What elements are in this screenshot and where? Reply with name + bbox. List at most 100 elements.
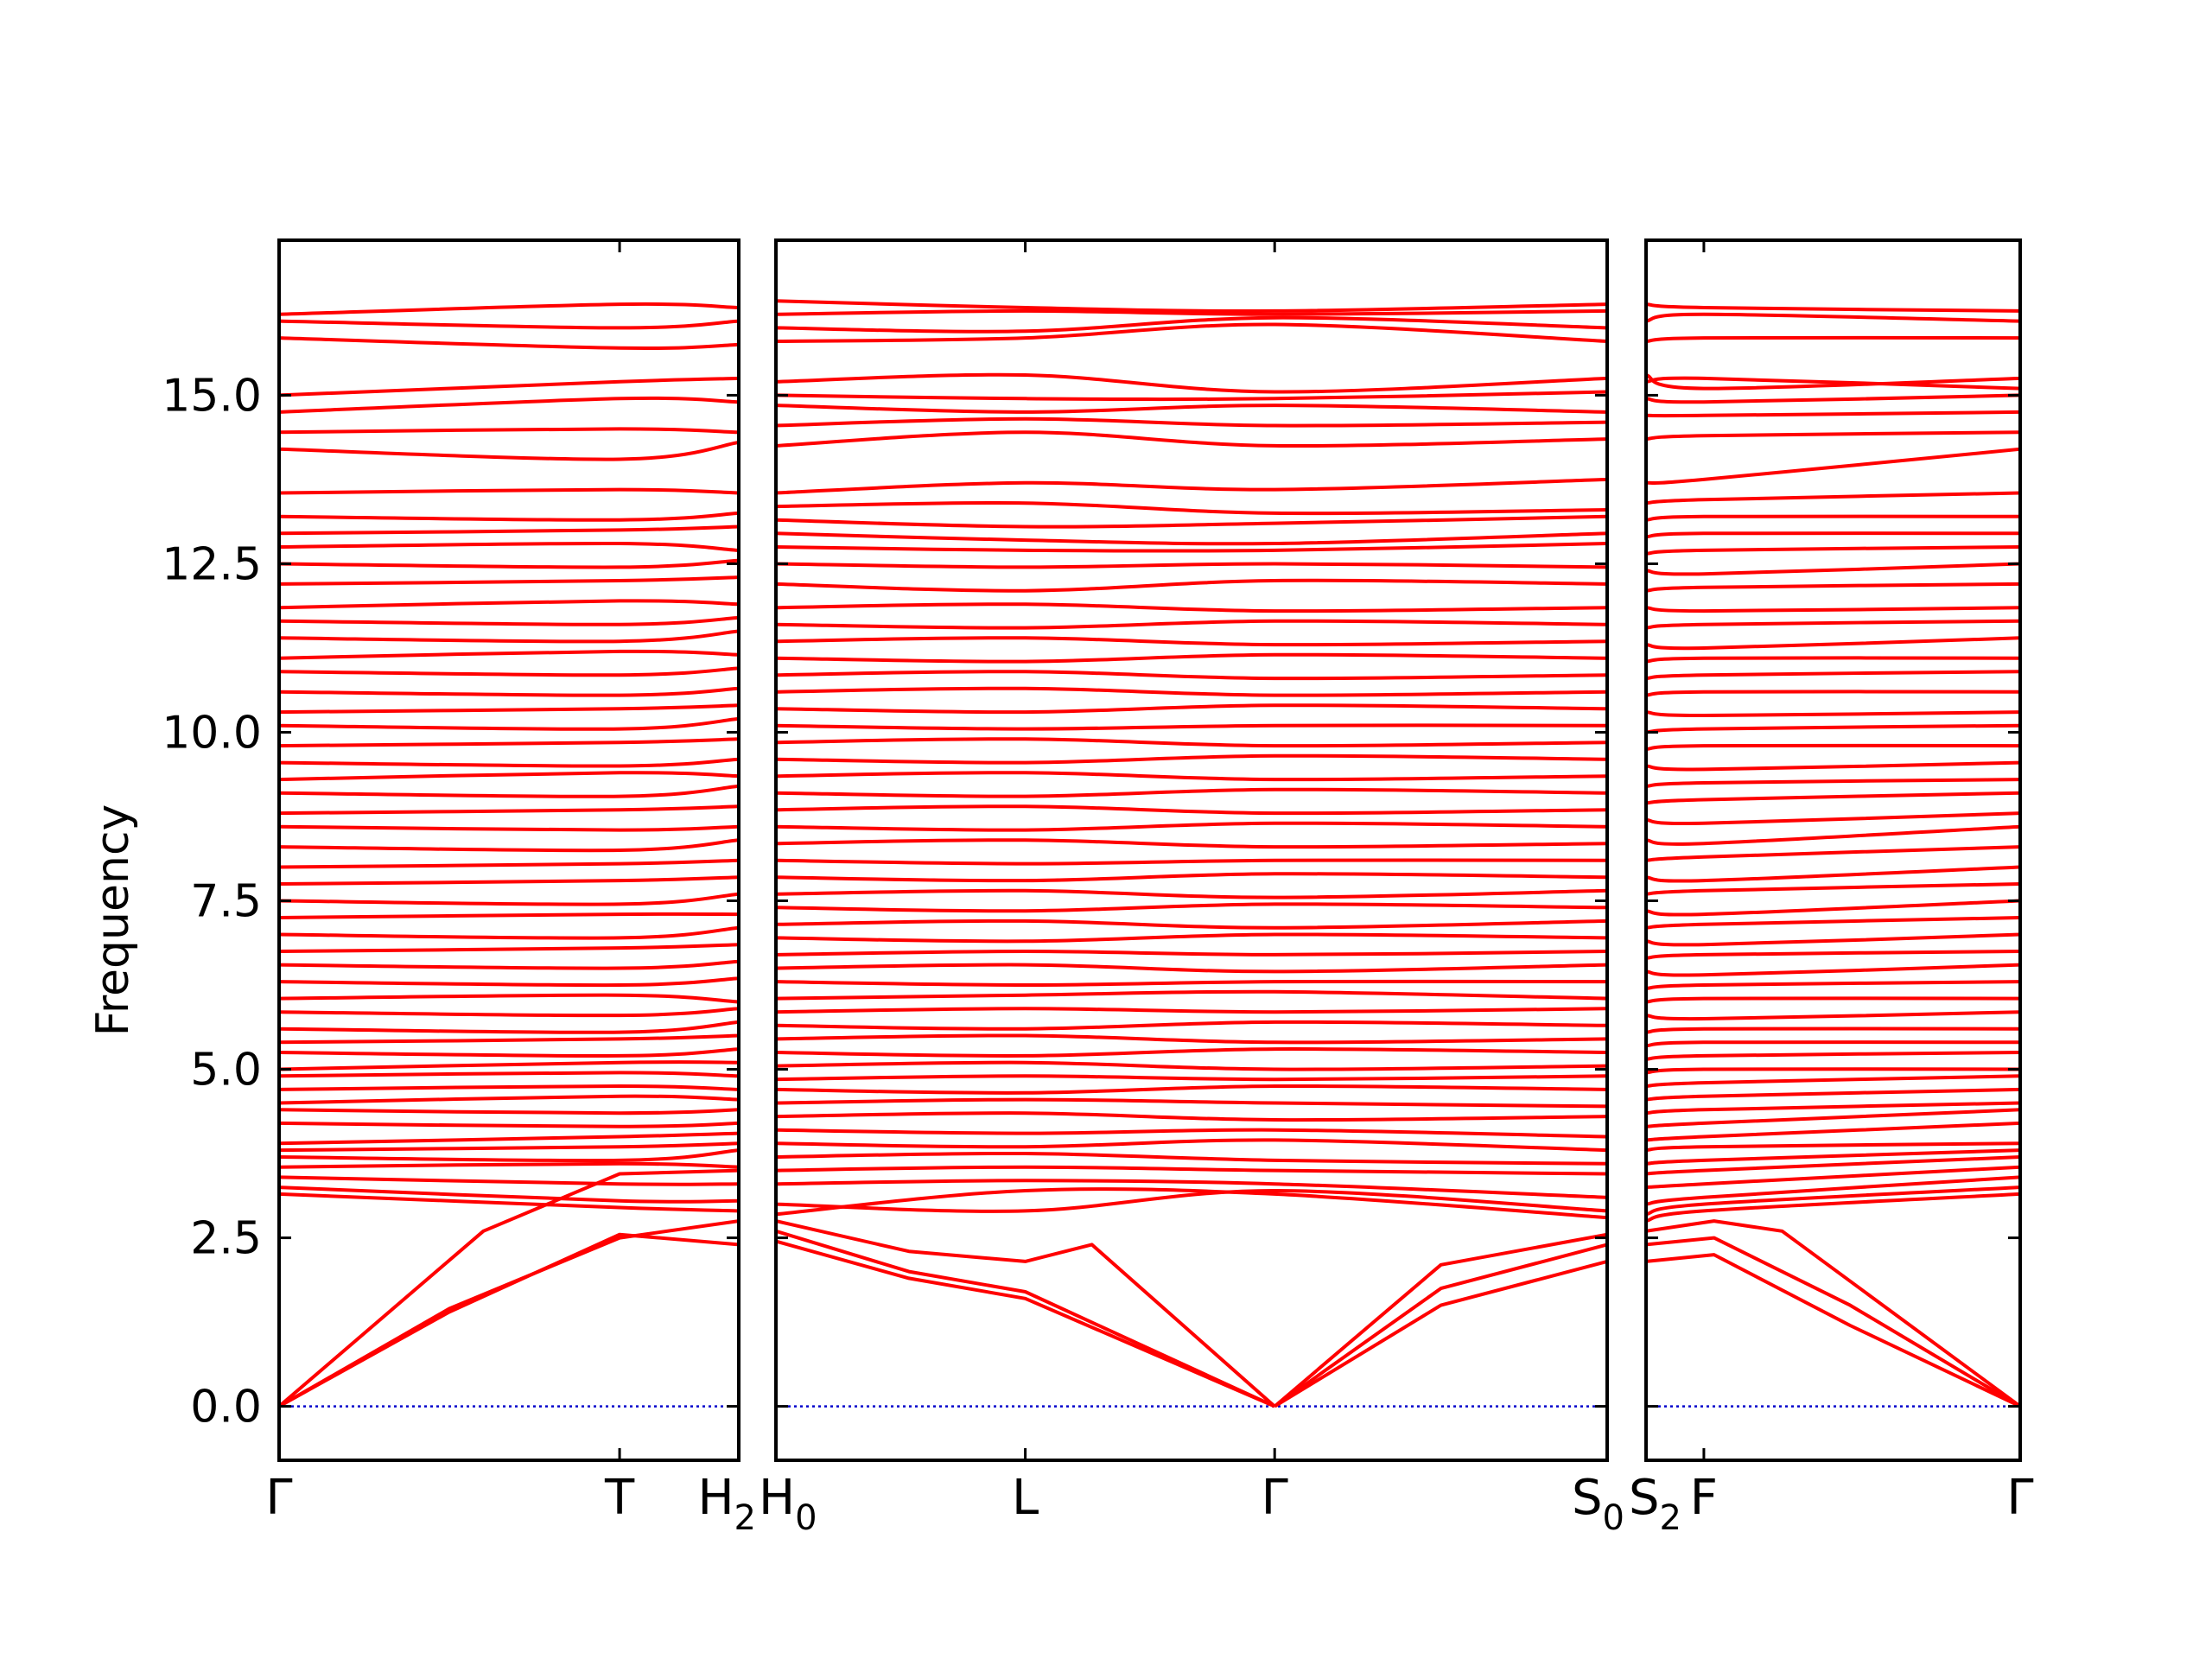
band-line — [279, 599, 739, 610]
band-line — [1646, 393, 2020, 404]
band-line — [279, 943, 739, 953]
band-line — [1646, 656, 2020, 664]
band-line — [776, 390, 1607, 402]
band-line — [279, 666, 739, 677]
band-line — [279, 376, 739, 397]
band-line — [279, 1131, 739, 1146]
band-line — [776, 299, 1607, 314]
band-line — [279, 912, 739, 919]
acoustic-band-line — [1274, 1259, 1607, 1408]
band-line — [776, 670, 1607, 681]
band-line — [776, 1097, 1607, 1109]
band-line — [776, 771, 1607, 782]
x-path-label: H0 — [759, 1470, 817, 1538]
band-line — [1646, 1175, 2020, 1206]
band-line — [279, 993, 739, 1004]
acoustic-band-line — [776, 1219, 1276, 1408]
band-line — [1646, 373, 2020, 391]
band-line — [279, 629, 739, 644]
acoustic-band-line — [1646, 1219, 2020, 1408]
band-line — [279, 784, 739, 798]
band-line — [279, 757, 739, 768]
y-tick-label: 5.0 — [190, 1045, 262, 1096]
band-line — [1646, 1185, 2020, 1217]
band-line — [776, 963, 1607, 974]
band-line — [776, 753, 1607, 765]
band-line — [1646, 743, 2020, 751]
band-line — [279, 1148, 739, 1163]
band-line — [279, 1121, 739, 1128]
band-line — [1646, 606, 2020, 613]
band-line — [776, 1047, 1607, 1058]
band-line — [279, 319, 739, 330]
band-line — [279, 1071, 739, 1078]
x-path-label: F — [1690, 1470, 1718, 1526]
band-line — [279, 336, 739, 351]
band-line — [1646, 1040, 2020, 1048]
band-line — [1646, 410, 2020, 418]
x-path-label: S0 — [1572, 1470, 1624, 1538]
acoustic-band-line — [279, 1219, 739, 1408]
acoustic-band-line — [279, 1168, 739, 1408]
band-line — [776, 308, 1607, 316]
band-line — [279, 1161, 739, 1169]
x-path-label: Γ — [1262, 1470, 1288, 1526]
y-axis-label: Frequency — [87, 804, 139, 1037]
band-line — [279, 1185, 739, 1204]
band-line — [279, 838, 739, 853]
band-line — [776, 1060, 1607, 1071]
band-line — [776, 404, 1607, 414]
band-line — [1646, 491, 2020, 505]
band-line — [776, 1165, 1607, 1176]
band-line — [1646, 582, 2020, 593]
band-line — [1646, 1067, 2020, 1075]
band-line — [279, 302, 739, 316]
x-path-label: Γ — [2006, 1470, 2033, 1526]
band-line — [1646, 531, 2020, 539]
segment-2-panel: H0 L Γ S0 — [759, 238, 1624, 1538]
acoustic-band-line — [776, 1229, 1276, 1408]
panel-frame — [277, 238, 741, 1462]
band-line — [1646, 1192, 2020, 1224]
band-line — [776, 872, 1607, 883]
band-line — [776, 1151, 1607, 1166]
band-line — [1646, 723, 2020, 734]
band-line — [279, 1094, 739, 1105]
x-path-label: T — [604, 1470, 635, 1526]
band-line — [776, 322, 1607, 343]
band-line — [1646, 447, 2020, 486]
band-line — [776, 1007, 1607, 1014]
band-line — [1646, 824, 2020, 846]
segment-3-panel: S2 F Γ — [1629, 238, 2034, 1538]
band-line — [1646, 619, 2020, 630]
y-tick-label: 2.5 — [190, 1213, 262, 1265]
band-line — [1646, 996, 2020, 1004]
band-line — [1646, 865, 2020, 883]
band-line — [776, 1074, 1607, 1082]
acoustic-band-line — [1274, 1243, 1607, 1408]
band-line — [776, 804, 1607, 816]
band-line — [1646, 1108, 2020, 1128]
band-line — [1646, 1087, 2020, 1102]
band-line — [1646, 312, 2020, 323]
band-line — [776, 531, 1607, 546]
band-line — [776, 477, 1607, 495]
band-line — [279, 1192, 739, 1213]
band-line — [776, 562, 1607, 569]
band-line — [1646, 1148, 2020, 1166]
band-line — [279, 875, 739, 886]
x-path-label: S2 — [1629, 1470, 1681, 1538]
band-line — [279, 511, 739, 522]
band-line — [279, 716, 739, 731]
band-line — [1646, 1051, 2020, 1061]
band-line — [1646, 932, 2020, 947]
band-line — [279, 1007, 739, 1018]
band-lines — [776, 299, 1607, 1408]
band-line — [776, 619, 1607, 630]
band-line — [1646, 950, 2020, 960]
band-line — [776, 737, 1607, 748]
band-line — [279, 925, 739, 940]
band-line — [279, 703, 739, 715]
band-line — [1646, 636, 2020, 651]
